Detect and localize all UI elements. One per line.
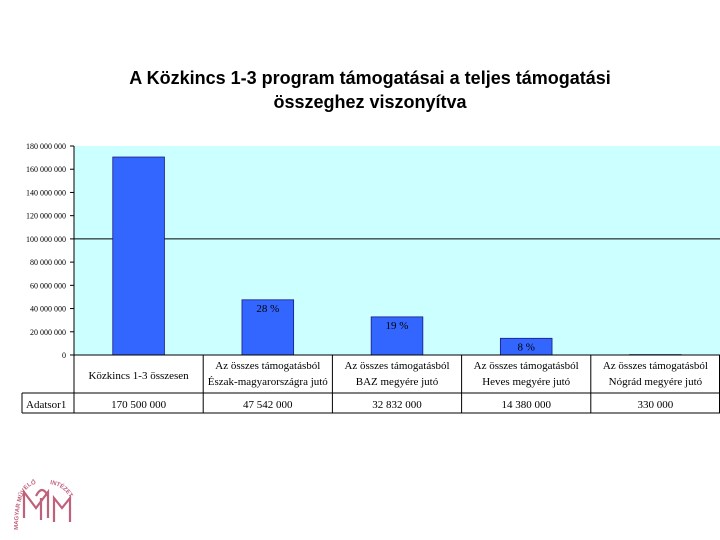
category-label-2-line-0: Az összes támogatásból [344,360,449,372]
table-value-0: 170 500 000 [111,399,167,411]
bar-0 [112,156,165,356]
y-tick-label-9: 180 000 000 [26,142,66,151]
category-label-1-line-0: Az összes támogatásból [215,360,320,372]
y-tick-label-2: 40 000 000 [30,305,66,314]
y-tick-label-8: 160 000 000 [26,165,66,174]
y-tick-label-4: 80 000 000 [30,258,66,267]
y-tick-label-0: 0 [62,351,66,360]
y-tick-label-3: 60 000 000 [30,281,66,290]
category-label-1-line-1: Észak-magyarországra jutó [208,376,329,388]
bar-1 [241,299,295,356]
category-label-3-line-1: Heves megyére jutó [482,376,570,388]
chart-title-line-2: összeghez viszonyítva [273,92,467,112]
category-label-4-line-0: Az összes támogatásból [603,360,708,372]
category-label-2-line-1: BAZ megyére jutó [356,376,439,388]
chart-title: A Közkincs 1-3 program támogatásai a tel… [60,66,680,114]
table-value-2: 32 832 000 [372,399,422,411]
y-tick-label-6: 120 000 000 [26,212,66,221]
table-value-4: 330 000 [638,399,674,411]
table-value-1: 47 542 000 [243,399,293,411]
category-label-4-line-1: Nógrád megyére jutó [609,376,703,388]
data-label-2: 19 % [386,320,409,332]
y-tick-label-5: 100 000 000 [26,235,66,244]
data-label-3: 8 % [517,341,534,353]
series-name: Adatsor1 [26,399,66,411]
bar-2 [370,316,424,356]
institute-logo: MAGYAR MŰVELŐDÉSI INTÉZET [14,478,73,530]
chart-title-line-1: A Közkincs 1-3 program támogatásai a tel… [129,68,611,88]
category-label-3-line-0: Az összes támogatásból [474,360,579,372]
y-tick-label-7: 140 000 000 [26,188,66,197]
data-label-1: 28 % [256,303,279,315]
category-label-0: Közkincs 1-3 összesen [88,370,189,382]
table-value-3: 14 380 000 [501,399,551,411]
y-tick-label-1: 20 000 000 [30,328,66,337]
